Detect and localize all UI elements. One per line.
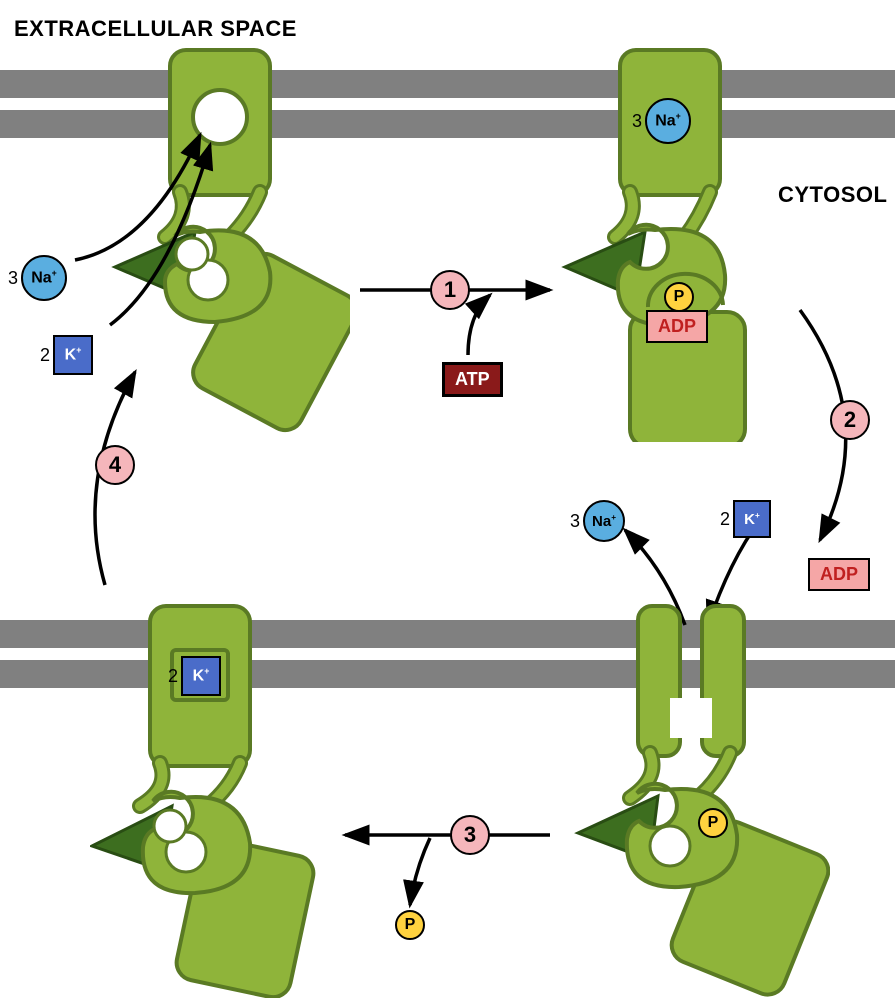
pump-state-c (570, 598, 830, 998)
step-2: 2 (830, 400, 870, 440)
k-ion-entering: 2 K+ (720, 500, 771, 538)
na-ion-b: 3 Na+ (632, 98, 691, 144)
phosphate-b: P (664, 282, 694, 312)
adp-b: ADP (646, 310, 708, 343)
na-ion-a: 3 Na+ (8, 255, 67, 301)
label-extracellular: EXTRACELLULAR SPACE (14, 16, 297, 42)
na-ion-released: 3 Na+ (570, 500, 625, 542)
step-3: 3 (450, 815, 490, 855)
step-4: 4 (95, 445, 135, 485)
phosphate-released: P (395, 910, 425, 940)
phosphate-c: P (698, 808, 728, 838)
adp-released: ADP (808, 558, 870, 591)
step-1: 1 (430, 270, 470, 310)
atp-label: ATP (442, 362, 503, 397)
step3-arrows (330, 810, 560, 930)
k-ion-d: 2 K+ (168, 656, 221, 696)
arrows-into-pump-a (30, 90, 280, 330)
